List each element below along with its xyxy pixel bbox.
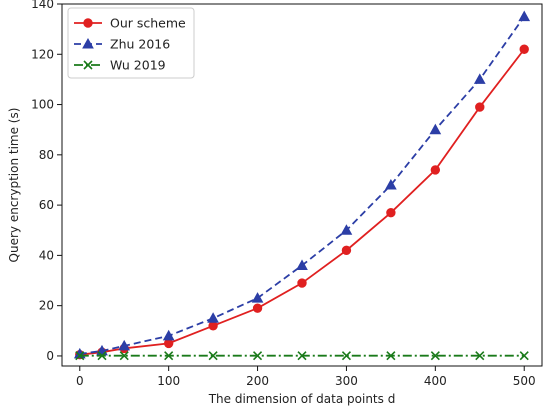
x-tick-label: 400 <box>424 374 447 388</box>
legend-entry: Our scheme <box>74 16 186 31</box>
data-point <box>473 73 486 84</box>
data-point <box>251 292 264 303</box>
y-tick-label: 40 <box>39 248 54 262</box>
data-point <box>519 351 529 361</box>
data-point <box>386 207 396 218</box>
series-zhu-2016 <box>73 10 531 359</box>
data-point <box>340 224 353 235</box>
data-point <box>297 278 307 288</box>
legend-label: Our scheme <box>110 16 186 31</box>
legend: Our scheme Zhu 2016 Wu 2019 <box>67 7 195 79</box>
y-tick-label: 0 <box>46 349 54 363</box>
legend-marker <box>82 37 94 49</box>
legend-entry: Wu 2019 <box>74 58 166 73</box>
data-point <box>430 351 440 361</box>
data-point <box>341 245 352 256</box>
data-point <box>297 351 307 361</box>
data-point <box>207 312 219 323</box>
data-point <box>164 351 174 361</box>
y-axis-label: Query encryption time (s) <box>7 108 21 263</box>
data-point <box>163 338 174 349</box>
x-tick-label: 100 <box>157 374 180 388</box>
x-tick-label: 0 <box>76 374 84 388</box>
data-point <box>519 44 529 54</box>
data-point <box>208 321 218 331</box>
data-point <box>386 351 396 361</box>
legend-box <box>67 7 195 79</box>
data-point <box>252 303 263 313</box>
data-point <box>97 351 107 361</box>
data-point <box>208 351 218 361</box>
x-axis-label: The dimension of data points d <box>208 392 396 406</box>
x-axis: 0 100 200 300 400 500 <box>76 366 536 388</box>
data-point <box>341 351 352 361</box>
series-layer <box>73 10 531 361</box>
x-tick-label: 500 <box>513 374 536 388</box>
y-tick-label: 140 <box>31 0 54 11</box>
data-point <box>429 123 442 135</box>
data-point <box>119 351 129 361</box>
y-tick-label: 80 <box>39 148 54 162</box>
data-point <box>118 339 131 351</box>
data-point <box>475 102 485 112</box>
legend-marker <box>83 60 93 70</box>
y-tick-label: 120 <box>31 47 54 61</box>
legend-label: Wu 2019 <box>110 58 166 73</box>
x-tick-label: 300 <box>335 374 358 388</box>
y-tick-label: 20 <box>39 299 54 313</box>
y-tick-label: 60 <box>39 198 54 212</box>
series-wu-2019 <box>75 351 529 361</box>
legend-marker <box>83 18 93 28</box>
legend-entry: Zhu 2016 <box>74 37 170 52</box>
data-point <box>75 351 85 361</box>
y-tick-label: 100 <box>31 98 54 112</box>
data-point <box>430 165 441 175</box>
data-point <box>252 351 263 361</box>
data-point <box>385 178 397 190</box>
data-point <box>162 329 175 341</box>
data-point <box>475 351 485 361</box>
data-point <box>296 259 308 270</box>
x-tick-label: 200 <box>246 374 269 388</box>
legend-label: Zhu 2016 <box>110 37 170 52</box>
data-point <box>518 10 531 22</box>
series-line <box>79 16 525 355</box>
y-axis: 0 20 40 60 80 100 120 140 <box>31 0 62 363</box>
